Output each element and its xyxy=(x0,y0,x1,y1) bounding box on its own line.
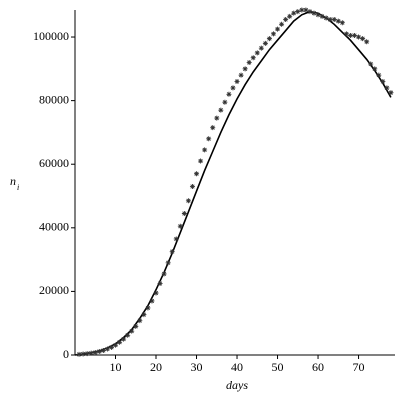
data-point xyxy=(210,125,216,131)
data-point xyxy=(266,36,272,42)
data-point xyxy=(287,13,293,19)
data-point xyxy=(165,260,171,266)
data-point xyxy=(88,350,94,356)
data-point xyxy=(234,79,240,85)
data-point xyxy=(246,59,252,65)
data-point xyxy=(327,17,333,23)
x-tick-label: 60 xyxy=(312,360,324,374)
data-point xyxy=(275,26,281,32)
data-point xyxy=(250,55,256,61)
data-point xyxy=(108,344,114,350)
data-point xyxy=(343,31,349,37)
data-point xyxy=(125,332,131,338)
data-point xyxy=(206,136,212,142)
data-point xyxy=(181,211,187,217)
data-point xyxy=(189,183,195,189)
y-axis-label: n xyxy=(10,174,16,188)
data-point xyxy=(291,10,297,16)
data-point xyxy=(145,305,151,311)
data-point xyxy=(311,10,317,16)
data-point xyxy=(169,249,175,255)
y-tick-label: 80000 xyxy=(39,92,69,106)
data-point xyxy=(242,66,248,72)
x-axis-label: days xyxy=(226,378,248,392)
data-point xyxy=(202,147,208,153)
data-point xyxy=(364,39,370,45)
y-tick-label: 20000 xyxy=(39,283,69,297)
data-point xyxy=(113,342,119,348)
data-point xyxy=(262,40,268,46)
data-point xyxy=(258,45,264,51)
data-point xyxy=(177,223,183,229)
data-point xyxy=(360,36,366,42)
data-point xyxy=(173,236,179,242)
data-point xyxy=(157,280,163,286)
x-tick-label: 30 xyxy=(191,360,203,374)
data-point xyxy=(153,290,159,296)
x-tick-label: 10 xyxy=(110,360,122,374)
y-tick-label: 40000 xyxy=(39,220,69,234)
y-tick-label: 60000 xyxy=(39,156,69,170)
data-point xyxy=(303,7,309,13)
y-tick-label: 100000 xyxy=(33,29,69,43)
data-point xyxy=(380,79,386,85)
data-point xyxy=(133,323,139,329)
y-tick-label: 0 xyxy=(63,347,69,361)
data-point xyxy=(384,85,390,91)
data-point xyxy=(299,7,305,13)
data-point xyxy=(230,85,236,91)
x-tick-label: 50 xyxy=(272,360,284,374)
x-tick-label: 70 xyxy=(353,360,365,374)
data-point xyxy=(307,9,313,15)
data-point xyxy=(372,66,378,72)
data-point xyxy=(194,171,200,177)
data-point xyxy=(129,328,135,334)
data-point xyxy=(222,99,228,105)
data-point xyxy=(226,91,232,97)
data-point xyxy=(279,21,285,27)
data-point xyxy=(270,31,276,37)
data-point xyxy=(141,312,147,318)
data-point xyxy=(319,13,325,19)
data-point xyxy=(92,349,98,355)
data-point xyxy=(100,348,106,354)
data-point xyxy=(347,32,353,38)
data-point xyxy=(80,351,86,357)
x-tick-label: 20 xyxy=(150,360,162,374)
data-point xyxy=(254,50,260,56)
data-point xyxy=(185,198,191,204)
data-point xyxy=(335,18,341,24)
data-point xyxy=(84,351,90,357)
data-point xyxy=(331,17,337,23)
data-point xyxy=(339,20,345,26)
data-point xyxy=(351,32,357,38)
data-point xyxy=(198,158,204,164)
data-point xyxy=(388,90,394,96)
x-tick-label: 40 xyxy=(231,360,243,374)
data-point xyxy=(218,107,224,113)
data-point xyxy=(96,349,102,355)
data-point xyxy=(323,15,329,21)
data-point xyxy=(238,72,244,78)
data-point xyxy=(214,115,220,121)
data-point xyxy=(368,61,374,67)
data-point xyxy=(104,346,110,352)
data-point xyxy=(376,72,382,78)
data-point xyxy=(121,336,127,342)
data-point xyxy=(137,318,143,324)
data-point xyxy=(161,271,167,277)
data-point xyxy=(283,17,289,23)
data-point xyxy=(315,12,321,18)
data-point xyxy=(356,34,362,40)
data-point xyxy=(295,9,301,15)
data-point xyxy=(76,351,82,357)
data-point xyxy=(117,339,123,345)
y-axis-label-sub: i xyxy=(17,183,19,192)
data-point xyxy=(149,298,155,304)
fit-line xyxy=(74,10,392,356)
